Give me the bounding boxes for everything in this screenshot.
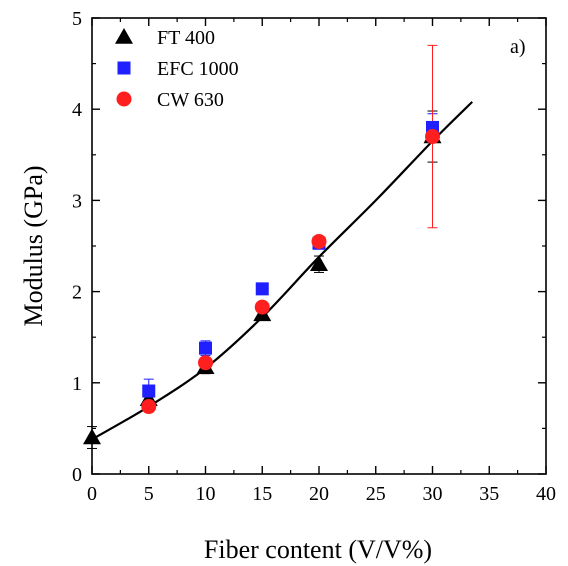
legend-label-efc-1000: EFC 1000 [157, 58, 239, 80]
legend-marker-ft-400 [115, 28, 133, 44]
y-tick-label: 4 [72, 99, 82, 121]
y-tick-label: 2 [72, 282, 82, 304]
legend-marker-efc-1000 [117, 61, 131, 75]
x-tick-label: 20 [309, 483, 329, 505]
y-tick-label: 1 [72, 373, 82, 395]
x-tick-label: 40 [536, 483, 556, 505]
x-axis-label: Fiber content (V/V%) [204, 535, 432, 564]
point-efc-1000 [142, 384, 156, 398]
point-efc-1000 [199, 341, 212, 355]
y-tick-label: 3 [72, 190, 82, 212]
legend-label-ft-400: FT 400 [157, 27, 215, 49]
point-cw-630 [254, 299, 270, 315]
point-efc-1000 [255, 282, 269, 296]
panel-annotation: a) [510, 36, 526, 58]
x-tick-label: 0 [87, 483, 97, 505]
legend: FT 400 EFC 1000 CW 630 [115, 27, 239, 111]
legend-marker-cw-630 [116, 91, 132, 107]
x-tick-label: 30 [423, 483, 443, 505]
point-ft-400 [310, 255, 328, 271]
y-axis-label: Modulus (GPa) [19, 165, 48, 326]
x-tick-label: 25 [366, 483, 386, 505]
point-cw-630 [425, 129, 440, 145]
x-tick-label: 15 [252, 483, 272, 505]
axes-layer: 0 5 10 15 20 25 30 35 40 0 1 2 3 4 5 [72, 8, 556, 505]
x-tick-label: 10 [196, 483, 216, 505]
point-cw-630 [198, 355, 213, 371]
y-tick-label: 0 [72, 464, 82, 486]
point-cw-630 [311, 233, 327, 249]
marker-layer [83, 120, 442, 445]
x-tick-label: 35 [479, 483, 499, 505]
y-tick-label: 5 [72, 8, 82, 30]
point-cw-630 [141, 399, 157, 415]
error-bar-layer [87, 44, 438, 449]
x-tick-label: 5 [144, 483, 154, 505]
legend-label-cw-630: CW 630 [157, 89, 224, 111]
